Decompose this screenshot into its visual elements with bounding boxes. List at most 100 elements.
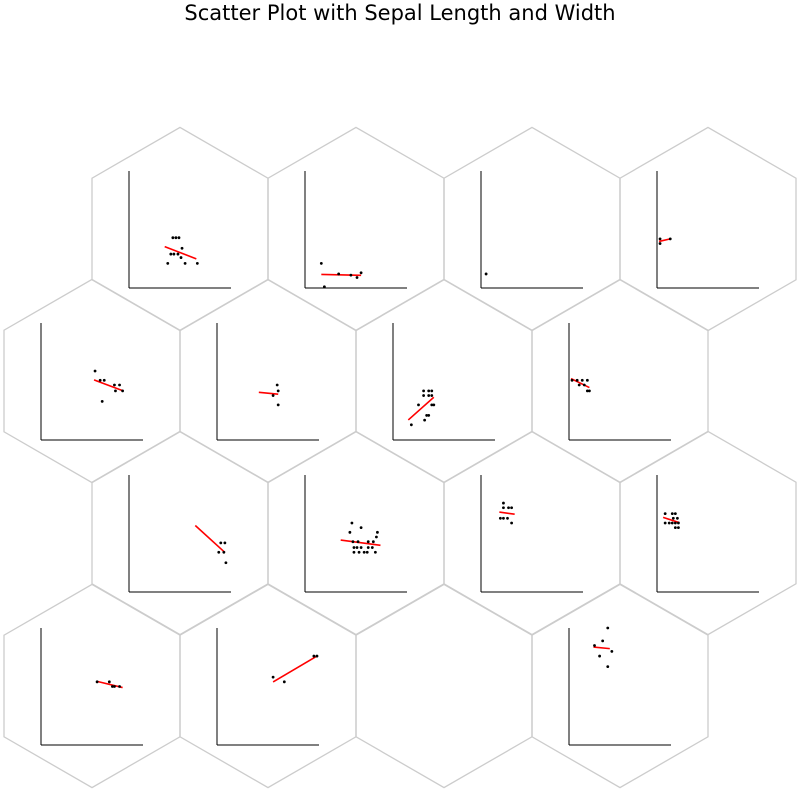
fit-line xyxy=(662,516,680,524)
data-point xyxy=(111,685,114,688)
data-point xyxy=(102,378,106,382)
data-point xyxy=(601,639,605,643)
data-point xyxy=(222,550,226,554)
data-point xyxy=(375,535,378,539)
data-point xyxy=(376,530,379,534)
hex-panel xyxy=(355,583,533,789)
hex-panel xyxy=(619,126,797,332)
data-point xyxy=(224,561,228,565)
data-point xyxy=(366,540,370,544)
data-point xyxy=(337,272,341,276)
data-point xyxy=(271,675,275,679)
data-point xyxy=(582,383,586,387)
hex-outline xyxy=(531,278,709,484)
data-point xyxy=(217,550,221,554)
data-point xyxy=(585,389,589,393)
hex-panel xyxy=(531,583,709,789)
fit-line xyxy=(194,524,226,554)
data-point xyxy=(427,414,431,417)
data-point xyxy=(673,526,677,530)
data-point xyxy=(315,654,319,658)
data-point xyxy=(422,389,425,393)
fit-line xyxy=(321,273,362,277)
data-point xyxy=(219,541,223,545)
data-point xyxy=(352,550,356,554)
fit-line xyxy=(340,539,381,547)
data-point xyxy=(430,403,434,407)
data-point xyxy=(176,252,180,256)
data-point xyxy=(276,403,280,407)
hex-outline xyxy=(91,430,269,636)
hex-outline xyxy=(443,430,621,636)
hex-panel xyxy=(91,430,269,636)
hex-outline xyxy=(3,583,181,789)
data-point xyxy=(365,550,369,554)
hex-panel xyxy=(443,126,621,332)
data-point xyxy=(359,526,363,530)
data-point xyxy=(349,273,353,277)
hex-outline xyxy=(267,430,445,636)
data-point xyxy=(430,394,434,397)
data-point xyxy=(409,423,413,427)
data-point xyxy=(359,546,363,549)
hex-outline xyxy=(443,126,621,332)
data-point xyxy=(593,644,596,647)
fit-line xyxy=(407,396,435,421)
data-point xyxy=(610,650,614,653)
data-point xyxy=(427,394,431,397)
data-point xyxy=(359,271,363,275)
data-point xyxy=(658,242,662,245)
hex-outline xyxy=(619,430,797,636)
hex-panel xyxy=(443,430,621,636)
data-point xyxy=(673,521,677,525)
data-point xyxy=(670,512,674,516)
data-point xyxy=(663,512,667,516)
data-point xyxy=(169,252,173,256)
data-point xyxy=(667,521,671,525)
data-point xyxy=(113,383,116,387)
data-point xyxy=(166,262,170,265)
data-point xyxy=(352,546,356,549)
data-point xyxy=(351,540,355,544)
data-point xyxy=(348,530,352,534)
data-point xyxy=(93,369,97,373)
data-point xyxy=(355,276,359,279)
data-point xyxy=(319,262,323,265)
data-point xyxy=(668,237,672,241)
data-point xyxy=(498,516,502,520)
data-point xyxy=(350,521,354,525)
data-point xyxy=(370,546,374,549)
data-point xyxy=(506,516,509,520)
data-point xyxy=(275,383,279,387)
hex-panel xyxy=(531,278,709,484)
hex-panel xyxy=(267,430,445,636)
data-point xyxy=(417,403,420,407)
data-point xyxy=(195,262,199,265)
hex-panel xyxy=(355,278,533,484)
data-point xyxy=(366,546,370,549)
hex-outline xyxy=(267,126,445,332)
data-point xyxy=(121,389,124,393)
data-point xyxy=(580,378,584,382)
hex-outline xyxy=(531,583,709,789)
fit-line xyxy=(93,379,123,392)
fit-line xyxy=(272,655,317,683)
fit-line xyxy=(258,391,279,396)
data-point xyxy=(223,541,227,545)
data-point xyxy=(673,512,677,516)
data-point xyxy=(171,236,175,240)
hex-panel xyxy=(3,278,181,484)
fit-line xyxy=(499,511,515,515)
data-point xyxy=(507,506,510,510)
data-point xyxy=(606,665,610,669)
data-point xyxy=(663,521,667,525)
data-point xyxy=(172,252,176,256)
hex-outline xyxy=(3,278,181,484)
data-point xyxy=(371,540,375,544)
hex-panel xyxy=(91,126,269,332)
data-point xyxy=(282,680,286,684)
data-point xyxy=(585,378,589,382)
hex-outline xyxy=(91,126,269,332)
data-point xyxy=(362,550,366,554)
